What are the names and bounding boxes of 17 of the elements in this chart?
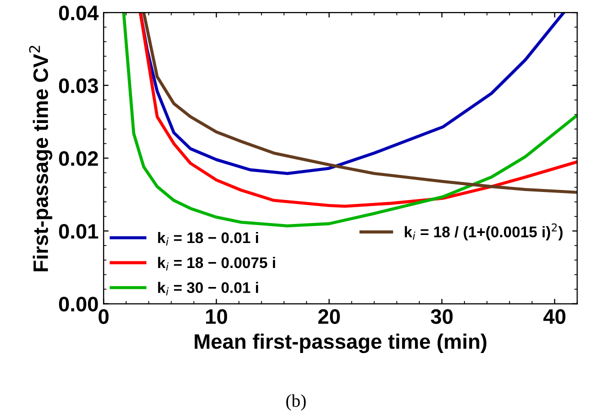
legend-label: k$_{i}$ = 30 − 0.01 i bbox=[158, 282, 258, 296]
y-tick-label: 0.04 bbox=[59, 6, 99, 20]
x-tick-label: 0 bbox=[98, 309, 109, 324]
text: (b) bbox=[286, 394, 306, 411]
x-tick-label: 40 bbox=[543, 309, 566, 324]
y-axis-title: First-passage time CV$^{2}$ bbox=[29, 46, 52, 272]
legend-label: k$_{i}$ = 18 − 0.0075 i bbox=[158, 256, 276, 270]
x-tick-label: 20 bbox=[318, 309, 340, 324]
x-axis-title: Mean first-passage time (min) bbox=[194, 334, 486, 354]
y-tick-label: 0.02 bbox=[59, 151, 98, 166]
x-tick-label: 30 bbox=[430, 309, 453, 324]
y-tick-label: 0.01 bbox=[59, 224, 98, 239]
legend-label: k$_{i}$ = 18 − 0.01 i bbox=[158, 232, 258, 246]
y-tick-label: 0.03 bbox=[59, 78, 98, 94]
y-tick-label: 0.00 bbox=[59, 296, 98, 312]
x-tick-label: 10 bbox=[206, 309, 228, 324]
legend-label: k$_{i}$ = 18 / (1+(0.0015 i)$^{2}$) bbox=[404, 223, 563, 240]
